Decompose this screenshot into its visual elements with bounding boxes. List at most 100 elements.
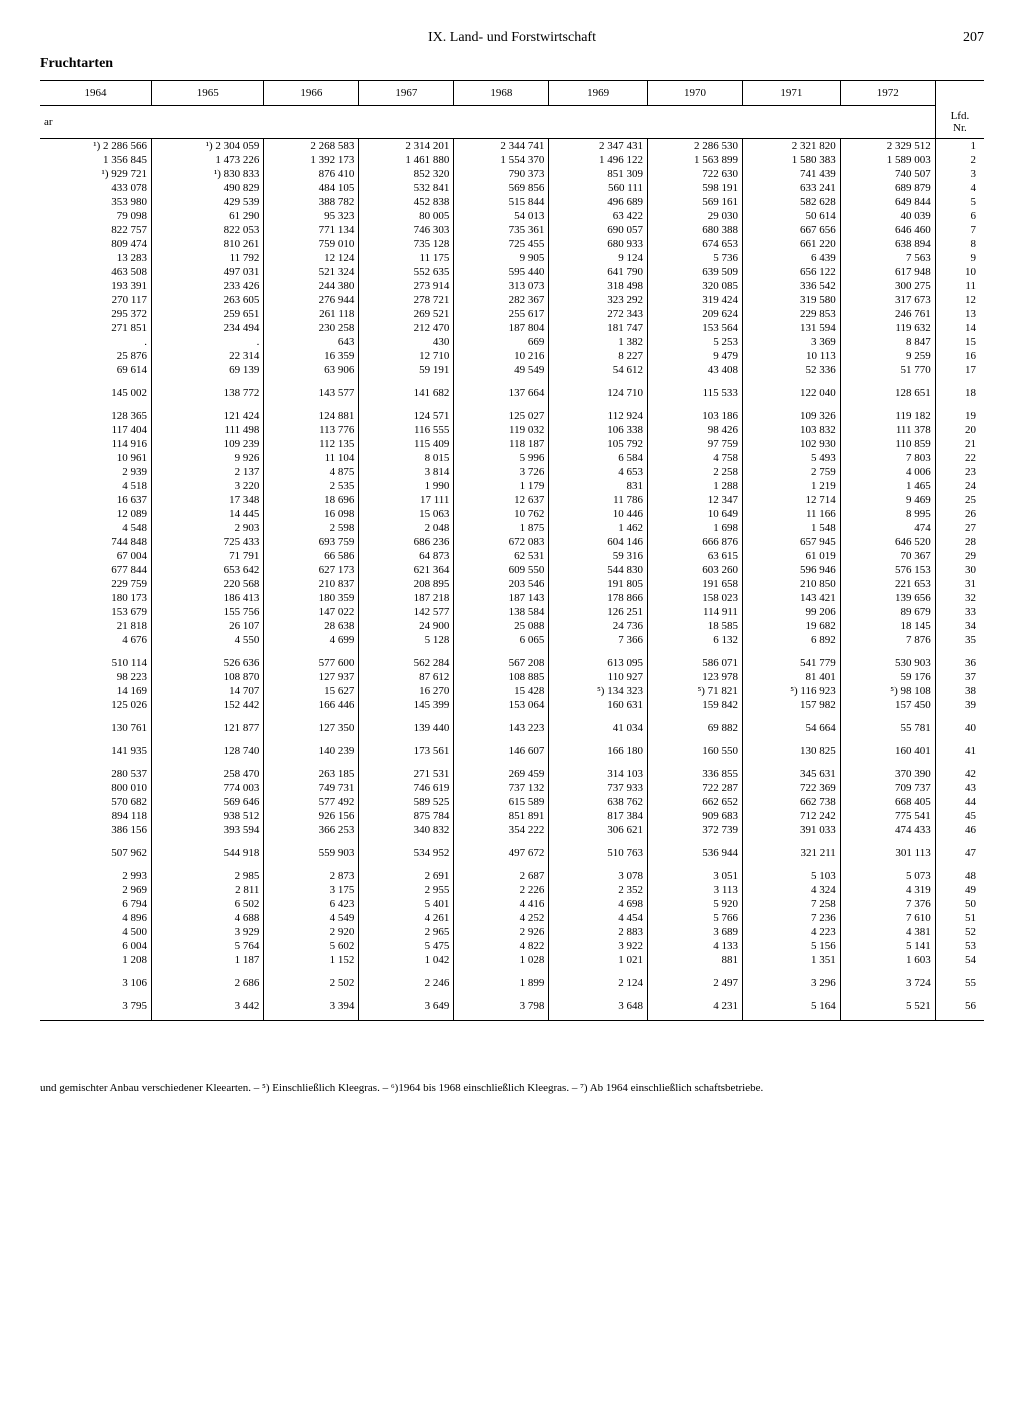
lfd-nr: 45 (935, 809, 984, 823)
table-cell: 4 231 (647, 990, 742, 1021)
table-cell: 14 445 (152, 507, 264, 521)
table-cell: 246 761 (840, 307, 935, 321)
footnotes: und gemischter Anbau verschiedener Kleea… (40, 1081, 984, 1095)
table-cell: 817 384 (549, 809, 648, 823)
table-cell: 1 563 899 (647, 153, 742, 167)
table-cell: 18 585 (647, 619, 742, 633)
table-cell: 141 935 (40, 735, 152, 758)
table-cell: 353 980 (40, 195, 152, 209)
table-cell: 552 635 (359, 265, 454, 279)
table-cell: 6 794 (40, 897, 152, 911)
table-cell: 570 682 (40, 795, 152, 809)
table-cell: 4 549 (264, 911, 359, 925)
table-cell: 712 242 (742, 809, 840, 823)
table-cell: 4 758 (647, 451, 742, 465)
table-cell: 234 494 (152, 321, 264, 335)
table-cell: 8 995 (840, 507, 935, 521)
table-cell: 569 161 (647, 195, 742, 209)
table-cell: 145 002 (40, 377, 152, 400)
table-cell: 5 602 (264, 939, 359, 953)
table-cell: 166 180 (549, 735, 648, 758)
table-cell: 3 442 (152, 990, 264, 1021)
lfd-nr: 19 (935, 400, 984, 423)
table-cell: 2 903 (152, 521, 264, 535)
table-cell: 121 877 (152, 712, 264, 735)
table-cell: 562 284 (359, 647, 454, 670)
table-cell: 613 095 (549, 647, 648, 670)
table-cell: 141 682 (359, 377, 454, 400)
table-cell: 69 614 (40, 363, 152, 377)
table-cell: 80 005 (359, 209, 454, 223)
table-cell: 1 899 (454, 967, 549, 990)
lfd-nr: 46 (935, 823, 984, 837)
table-cell: 595 440 (454, 265, 549, 279)
lfd-nr: 18 (935, 377, 984, 400)
table-cell: 336 542 (742, 279, 840, 293)
table-cell: 909 683 (647, 809, 742, 823)
table-cell: 157 982 (742, 698, 840, 712)
table-cell: 1 152 (264, 953, 359, 967)
table-cell: 24 736 (549, 619, 648, 633)
table-cell: 12 710 (359, 349, 454, 363)
table-cell: 749 731 (264, 781, 359, 795)
table-cell: 143 577 (264, 377, 359, 400)
table-cell: 119 032 (454, 423, 549, 437)
table-cell: 7 258 (742, 897, 840, 911)
lfd-nr: 13 (935, 307, 984, 321)
table-cell: 108 870 (152, 670, 264, 684)
table-cell: 16 637 (40, 493, 152, 507)
table-cell: 490 829 (152, 181, 264, 195)
lfd-nr: 34 (935, 619, 984, 633)
lfd-nr: 43 (935, 781, 984, 795)
table-cell: 2 969 (40, 883, 152, 897)
table-cell: 269 521 (359, 307, 454, 321)
table-cell: 2 246 (359, 967, 454, 990)
table-cell: 680 933 (549, 237, 648, 251)
lfd-nr: 42 (935, 758, 984, 781)
table-cell: 5 156 (742, 939, 840, 953)
table-cell: ⁵) 98 108 (840, 684, 935, 698)
year-header: 1967 (359, 81, 454, 106)
table-cell: 9 479 (647, 349, 742, 363)
table-cell: 212 470 (359, 321, 454, 335)
table-cell: 187 804 (454, 321, 549, 335)
table-cell: 5 493 (742, 451, 840, 465)
table-cell: 261 118 (264, 307, 359, 321)
lfd-nr: 9 (935, 251, 984, 265)
table-cell: 1 580 383 (742, 153, 840, 167)
table-cell: 809 474 (40, 237, 152, 251)
table-cell: 4 548 (40, 521, 152, 535)
lfd-nr: 30 (935, 563, 984, 577)
table-cell: 15 063 (359, 507, 454, 521)
table-cell: 7 876 (840, 633, 935, 647)
table-cell: 63 906 (264, 363, 359, 377)
year-header: 1970 (647, 81, 742, 106)
table-cell: 280 537 (40, 758, 152, 781)
table-cell: 2 686 (152, 967, 264, 990)
table-cell: 4 454 (549, 911, 648, 925)
table-cell: 5 401 (359, 897, 454, 911)
table-cell: 6 892 (742, 633, 840, 647)
table-cell: 160 401 (840, 735, 935, 758)
table-cell: 569 856 (454, 181, 549, 195)
table-cell: 851 309 (549, 167, 648, 181)
table-cell: 115 409 (359, 437, 454, 451)
table-cell: 191 658 (647, 577, 742, 591)
table-cell: 11 786 (549, 493, 648, 507)
table-cell: 662 652 (647, 795, 742, 809)
table-cell: 661 220 (742, 237, 840, 251)
table-cell: 5 764 (152, 939, 264, 953)
table-cell: 282 367 (454, 293, 549, 307)
table-cell: 2 347 431 (549, 138, 648, 153)
table-cell: 737 933 (549, 781, 648, 795)
table-cell: 230 258 (264, 321, 359, 335)
table-cell: 59 191 (359, 363, 454, 377)
lfd-nr: 14 (935, 321, 984, 335)
table-cell: 10 446 (549, 507, 648, 521)
table-cell: 2 926 (454, 925, 549, 939)
table-cell: 5 920 (647, 897, 742, 911)
table-cell: 191 805 (549, 577, 648, 591)
table-cell: 388 782 (264, 195, 359, 209)
table-cell: 319 580 (742, 293, 840, 307)
table-cell: 143 421 (742, 591, 840, 605)
